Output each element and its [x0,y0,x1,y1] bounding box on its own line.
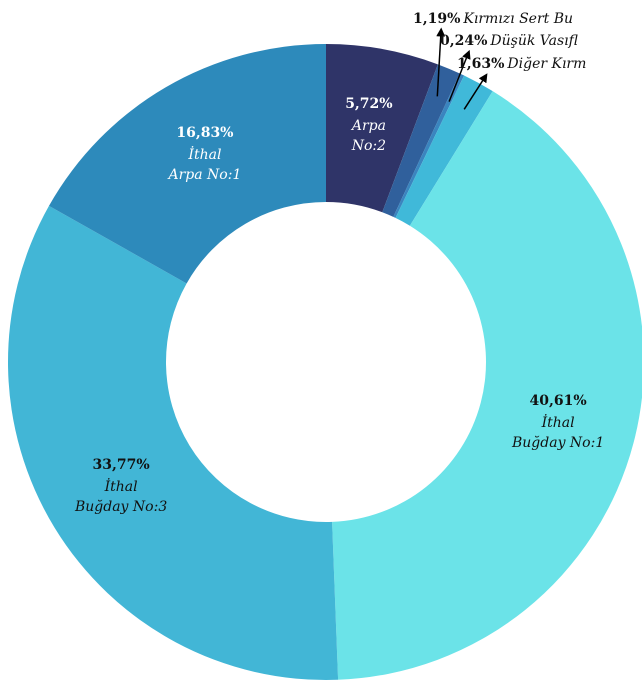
slice [7,205,339,680]
category-label: Kırmızı Sert Bu [462,11,573,27]
leader-arrow [448,49,471,102]
leader-arrow [463,73,488,110]
category-label: Düşük Vasıfl [489,33,578,49]
outside-label: 1,63% Diğer Kırm [457,56,586,72]
category-label: İthal Arpa No:1 [166,145,241,183]
category-label: Arpa No:2 [350,118,386,154]
category-label: İthal Buğday No:3 [74,477,167,515]
slice [332,91,642,680]
slice [326,44,438,213]
slice [395,75,493,226]
category-label: İthal Buğday No:1 [511,413,604,451]
slice [382,64,460,217]
percent-label: 16,83% [176,125,233,141]
labels: 5,72% Arpa No:2 1,19% Kırmızı Sert Bu 0,24% Dü… [74,11,604,515]
leader-arrow [436,27,446,97]
percent-label: 5,72% [345,96,392,112]
percent-label: 0,24% [440,33,487,49]
percent-label: 33,77% [93,457,150,473]
category-label: Diğer Kırm [506,56,586,72]
percent-label: 1,63% [457,56,504,72]
outside-label: 1,19% Kırmızı Sert Bu [413,11,573,27]
slice [393,73,465,218]
slices [7,44,642,680]
percent-label: 40,61% [530,393,587,409]
slice [48,44,327,284]
percent-label: 1,19% [413,11,460,27]
outside-label: 0,24% Düşük Vasıfl [440,33,579,49]
